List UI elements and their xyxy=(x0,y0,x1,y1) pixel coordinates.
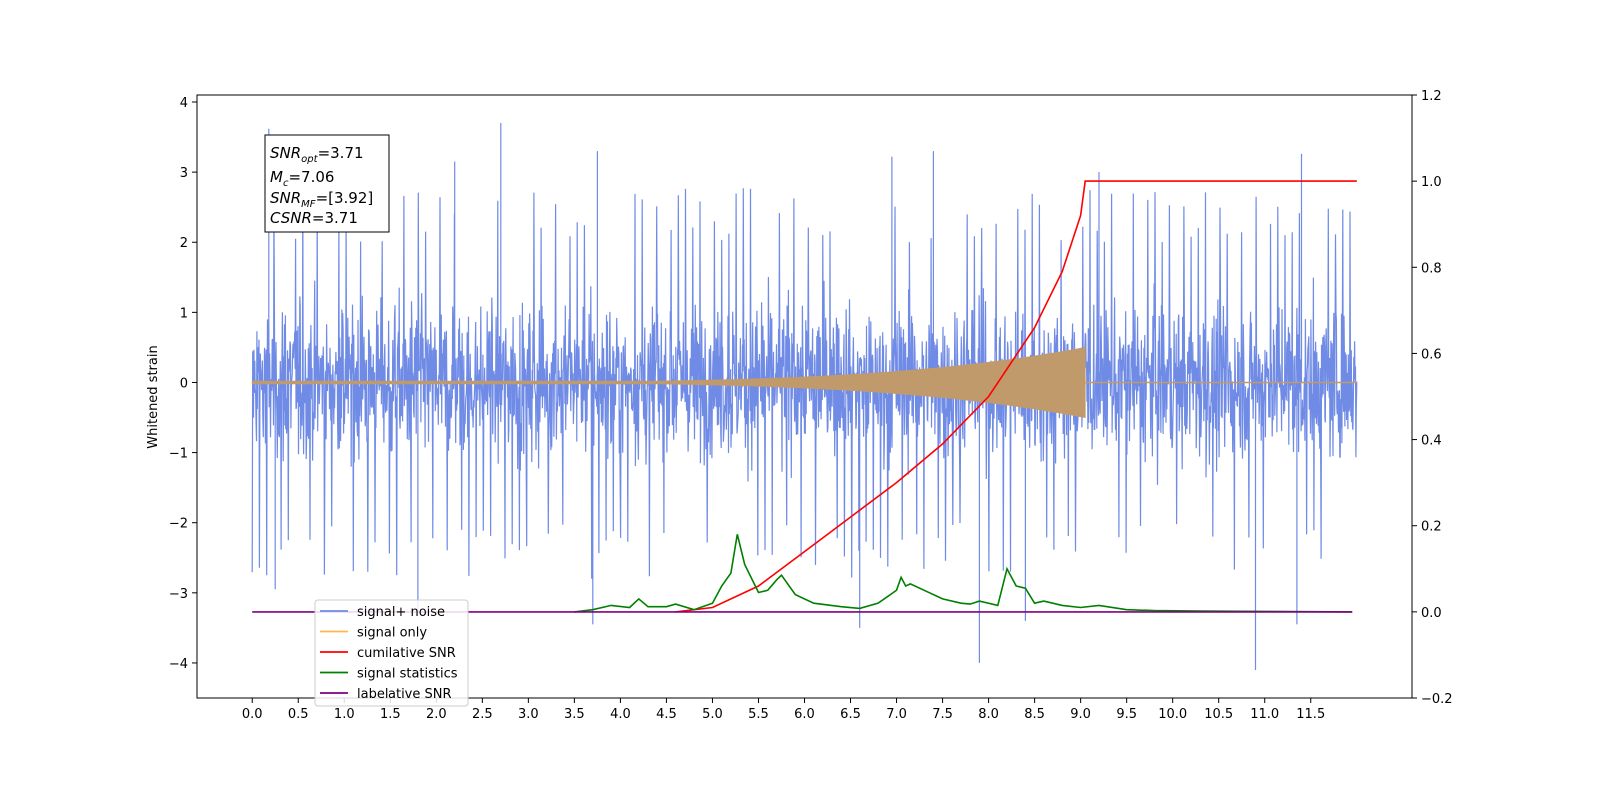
series-signal-noise-line xyxy=(251,123,1358,670)
series-cumulative-snr-line xyxy=(675,180,1357,613)
legend-label: cumilative SNR xyxy=(357,646,456,661)
plot-area xyxy=(251,123,1358,670)
x-tick-label: 8.5 xyxy=(1024,707,1045,722)
x-tick-label: 6.5 xyxy=(840,707,861,722)
y-right-tick-label: 1.2 xyxy=(1421,89,1442,104)
y-left-tick-label: 0 xyxy=(180,376,188,391)
legend-label: signal statistics xyxy=(357,667,458,682)
x-tick-label: 5.0 xyxy=(702,707,723,722)
csnr-text: CSNR=3.71 xyxy=(270,209,358,227)
y-left-tick-label: −3 xyxy=(169,587,188,602)
x-tick-label: 4.5 xyxy=(656,707,677,722)
x-tick-label: 6.0 xyxy=(794,707,815,722)
csnr-value: 3.71 xyxy=(325,209,358,227)
x-tick-label: 2.5 xyxy=(472,707,493,722)
legend-label: signal only xyxy=(357,626,427,641)
y-left-tick-label: −1 xyxy=(169,447,188,462)
stats-annotation-box xyxy=(264,134,390,233)
legend: signal+ noise signal only cumilative SNR si… xyxy=(314,599,469,707)
mc-text: Mc=7.06 xyxy=(270,168,334,189)
x-tick-label: 10.0 xyxy=(1158,707,1187,722)
x-tick-label: 0.5 xyxy=(288,707,309,722)
x-tick-label: 11.0 xyxy=(1250,707,1279,722)
y-left-tick-label: −2 xyxy=(169,517,188,532)
y-right-tick-label: 0.4 xyxy=(1421,434,1442,449)
x-tick-label: 1.0 xyxy=(334,707,355,722)
y-right-tick-label: 0.8 xyxy=(1421,261,1442,276)
series-signal-only-area xyxy=(251,346,1086,418)
x-tick-label: 10.5 xyxy=(1204,707,1233,722)
snr-opt-value: 3.71 xyxy=(330,144,363,162)
x-tick-label: 8.0 xyxy=(978,707,999,722)
legend-label: label xyxy=(357,687,388,702)
y-axis-label: Whitened strain xyxy=(146,345,161,448)
x-tick-label: 11.5 xyxy=(1296,707,1325,722)
legend-box xyxy=(314,599,469,707)
y-right-tick-label: 0.2 xyxy=(1421,520,1442,535)
x-tick-label: 1.5 xyxy=(380,707,401,722)
x-tick-label: 9.0 xyxy=(1070,707,1091,722)
legend-label: signal+ noise xyxy=(357,605,445,620)
x-tick-label: 3.0 xyxy=(518,707,539,722)
series-signal-statistics-line xyxy=(574,534,1353,613)
y-left-tick-label: −4 xyxy=(169,657,188,672)
y-left-tick-label: 4 xyxy=(180,96,188,111)
legend-faded-text: ative SNR xyxy=(388,687,452,702)
y-left-tick-label: 3 xyxy=(180,166,188,181)
y-right-tick-label: −0.2 xyxy=(1421,692,1453,707)
x-tick-label: 9.5 xyxy=(1116,707,1137,722)
x-tick-label: 4.0 xyxy=(610,707,631,722)
mc-value: 7.06 xyxy=(301,168,334,186)
x-tick-label: 7.0 xyxy=(886,707,907,722)
x-tick-label: 7.5 xyxy=(932,707,953,722)
axes: 0.0 0.5 1.0 1.5 2.0 2.5 3.0 3.5 4.0 4.5 5.0 5.5 6.0 6… xyxy=(169,89,1453,722)
y-right-tick-label: 0.6 xyxy=(1421,347,1442,362)
y-left-tick-label: 2 xyxy=(180,236,188,251)
snr-mf-value: [3.92] xyxy=(328,189,373,207)
x-tick-label: 5.5 xyxy=(748,707,769,722)
y-left-tick-label: 1 xyxy=(180,306,188,321)
snr-opt-text: SNRopt=3.71 xyxy=(270,144,364,165)
x-tick-label: 0.0 xyxy=(242,707,263,722)
y-right-tick-label: 1.0 xyxy=(1421,175,1442,190)
x-tick-label: 2.0 xyxy=(426,707,447,722)
snr-mf-text: SNRMF=[3.92] xyxy=(270,189,373,210)
x-tick-label: 3.5 xyxy=(564,707,585,722)
stats-annotation: SNRopt=3.71 Mc=7.06 SNRMF=[3.92] CSNR=3.… xyxy=(264,134,390,233)
y-right-tick-label: 0.0 xyxy=(1421,606,1442,621)
